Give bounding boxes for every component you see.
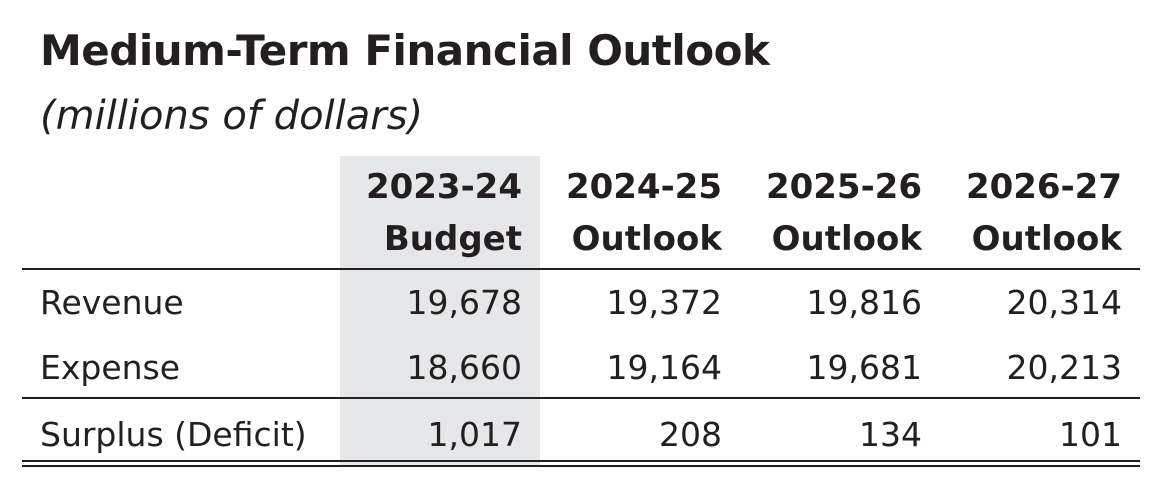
page-title: Medium-Term Financial Outlook xyxy=(40,26,770,75)
table-cell: 19,678 xyxy=(406,283,522,322)
column-header-year: 2024-25 xyxy=(565,167,722,207)
header-divider xyxy=(22,268,1140,270)
row-label: Expense xyxy=(40,348,181,387)
total-double-rule-bottom xyxy=(22,465,1140,467)
subtotal-divider xyxy=(22,397,1140,399)
budget-column-highlight xyxy=(340,156,540,465)
table-cell: 19,372 xyxy=(606,283,722,322)
column-header-year: 2025-26 xyxy=(765,167,922,207)
table-cell: 1,017 xyxy=(427,415,522,454)
row-label: Surplus (Deficit) xyxy=(40,415,307,454)
column-header-year: 2026-27 xyxy=(965,167,1122,207)
column-header-type: Outlook xyxy=(571,219,722,259)
table-cell: 19,816 xyxy=(806,283,922,322)
total-double-rule-top xyxy=(22,460,1140,462)
column-header-type: Outlook xyxy=(771,219,922,259)
table-cell: 19,164 xyxy=(606,348,722,387)
column-header-type: Outlook xyxy=(971,219,1122,259)
table-cell: 20,314 xyxy=(1006,283,1122,322)
row-label: Revenue xyxy=(40,283,184,322)
table-cell: 101 xyxy=(1059,415,1122,454)
table-cell: 19,681 xyxy=(806,348,922,387)
table-cell: 18,660 xyxy=(406,348,522,387)
table-cell: 20,213 xyxy=(1006,348,1122,387)
table-cell: 134 xyxy=(859,415,922,454)
page-subtitle: (millions of dollars) xyxy=(40,93,424,139)
column-header-type: Budget xyxy=(383,219,522,259)
column-header-year: 2023-24 xyxy=(365,167,522,207)
table-cell: 208 xyxy=(659,415,722,454)
